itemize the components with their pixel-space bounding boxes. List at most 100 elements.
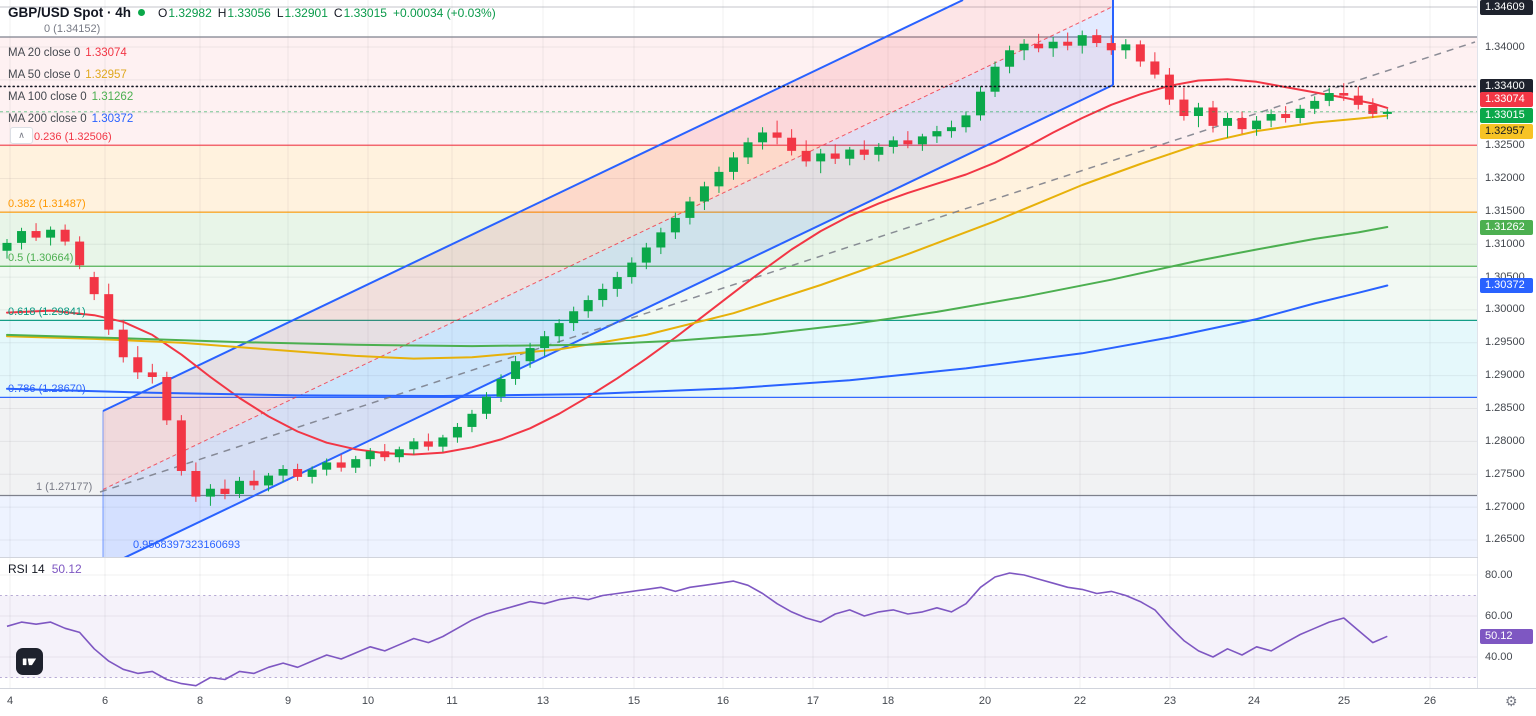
- candle[interactable]: [525, 348, 535, 362]
- candle[interactable]: [147, 372, 157, 377]
- rsi-indicator-label[interactable]: RSI 14: [8, 562, 45, 576]
- candle[interactable]: [772, 132, 782, 138]
- candle[interactable]: [787, 137, 797, 151]
- candle[interactable]: [656, 232, 666, 248]
- candle[interactable]: [1237, 117, 1247, 130]
- candle[interactable]: [1252, 120, 1262, 130]
- candle[interactable]: [1019, 43, 1029, 51]
- candle[interactable]: [380, 451, 390, 458]
- candle[interactable]: [888, 140, 898, 147]
- ma-line-100[interactable]: [6, 226, 1389, 348]
- rsi-chart-canvas[interactable]: [0, 558, 1478, 688]
- candle[interactable]: [438, 437, 448, 447]
- candle[interactable]: [670, 217, 680, 233]
- candle[interactable]: [1193, 107, 1203, 117]
- candle[interactable]: [409, 441, 419, 450]
- candle[interactable]: [234, 480, 244, 494]
- candle[interactable]: [583, 300, 593, 312]
- candle[interactable]: [467, 413, 477, 427]
- candle[interactable]: [627, 262, 637, 278]
- candle[interactable]: [976, 91, 986, 116]
- candle[interactable]: [758, 132, 768, 143]
- candle[interactable]: [874, 146, 884, 155]
- ma-legend-row[interactable]: MA 50 close 0 1.32957: [8, 69, 127, 81]
- candle[interactable]: [1150, 61, 1160, 75]
- candle[interactable]: [60, 229, 70, 242]
- rsi-line[interactable]: [6, 572, 1388, 687]
- candle[interactable]: [481, 396, 491, 414]
- candle[interactable]: [75, 241, 85, 266]
- candle[interactable]: [1034, 43, 1044, 49]
- pane-separator[interactable]: [0, 557, 1536, 558]
- candle[interactable]: [1106, 43, 1116, 51]
- candle[interactable]: [278, 469, 288, 476]
- candle[interactable]: [1310, 100, 1320, 109]
- candle[interactable]: [205, 488, 215, 497]
- candle[interactable]: [1164, 74, 1174, 100]
- candle[interactable]: [612, 277, 622, 289]
- candle[interactable]: [1121, 44, 1131, 51]
- candle[interactable]: [394, 449, 404, 458]
- candle[interactable]: [264, 475, 274, 486]
- candle[interactable]: [554, 323, 564, 337]
- candle[interactable]: [801, 150, 811, 162]
- candle[interactable]: [932, 131, 942, 137]
- candle[interactable]: [1339, 93, 1349, 96]
- candle[interactable]: [365, 451, 375, 460]
- ma-line-20[interactable]: [6, 78, 1389, 456]
- candle[interactable]: [859, 149, 869, 155]
- candle[interactable]: [511, 361, 521, 379]
- ma-legend-row[interactable]: MA 200 close 0 1.30372: [8, 113, 133, 125]
- candle[interactable]: [1048, 41, 1058, 49]
- candle[interactable]: [1063, 41, 1073, 46]
- candle[interactable]: [961, 115, 971, 128]
- candle[interactable]: [423, 441, 433, 447]
- candle[interactable]: [89, 277, 99, 295]
- candle[interactable]: [1223, 117, 1233, 126]
- candle[interactable]: [307, 469, 317, 477]
- candle[interactable]: [1382, 111, 1392, 114]
- candle[interactable]: [714, 171, 724, 187]
- channel-median-line[interactable]: [102, 6, 1114, 490]
- candle[interactable]: [118, 329, 128, 358]
- settings-gear-icon[interactable]: ⚙: [1505, 693, 1518, 709]
- ma-line-200[interactable]: [6, 284, 1389, 397]
- candle[interactable]: [176, 420, 186, 471]
- price-chart-canvas[interactable]: [0, 0, 1478, 557]
- candle[interactable]: [830, 153, 840, 159]
- candle[interactable]: [1281, 114, 1291, 118]
- price-axis[interactable]: 1.34000 1.32500 1.32000 1.31500 1.31000 1.305…: [1478, 0, 1536, 688]
- candle[interactable]: [452, 426, 462, 438]
- candle[interactable]: [133, 357, 143, 373]
- tradingview-logo[interactable]: [16, 648, 43, 675]
- candle[interactable]: [162, 376, 172, 421]
- candle[interactable]: [540, 336, 550, 349]
- ma-line-50[interactable]: [6, 114, 1389, 360]
- candle[interactable]: [1295, 108, 1305, 118]
- candle[interactable]: [641, 247, 651, 263]
- collapse-button[interactable]: ∧: [10, 127, 33, 144]
- candle[interactable]: [249, 480, 259, 486]
- candle[interactable]: [699, 186, 709, 202]
- candle[interactable]: [1005, 50, 1015, 67]
- candle[interactable]: [1135, 44, 1145, 62]
- candle[interactable]: [322, 462, 332, 470]
- candle[interactable]: [598, 288, 608, 301]
- candle[interactable]: [1179, 99, 1189, 117]
- candle[interactable]: [293, 469, 303, 477]
- candle[interactable]: [903, 140, 913, 145]
- candle[interactable]: [685, 201, 695, 218]
- candle[interactable]: [743, 142, 753, 158]
- candle[interactable]: [496, 378, 506, 397]
- candle[interactable]: [351, 459, 361, 468]
- candle[interactable]: [1324, 93, 1334, 101]
- candle[interactable]: [569, 311, 579, 324]
- candle[interactable]: [1368, 104, 1378, 114]
- candle[interactable]: [917, 136, 927, 145]
- candle[interactable]: [1208, 107, 1218, 126]
- candle[interactable]: [1266, 114, 1276, 121]
- ma-legend-row[interactable]: MA 20 close 0 1.33074: [8, 47, 127, 59]
- symbol-title[interactable]: GBP/USD Spot · 4h: [8, 5, 132, 20]
- candle[interactable]: [31, 231, 41, 238]
- time-axis[interactable]: 4 6 8 9 10 11 13 15 16 17 18 20 22 23 24 25 26: [0, 689, 1536, 716]
